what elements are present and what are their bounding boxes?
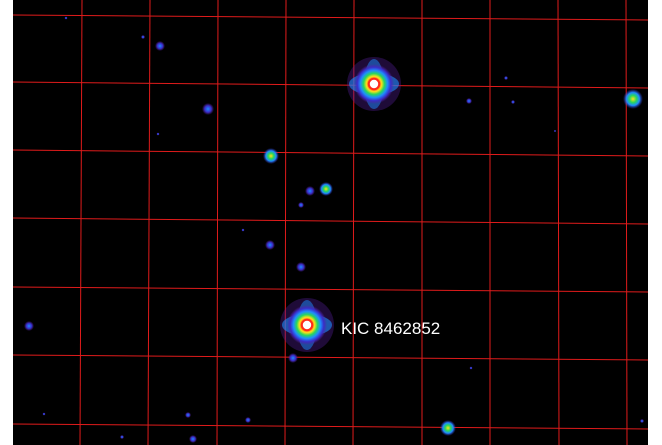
star — [640, 419, 644, 423]
grid-line-horizontal — [12, 423, 649, 430]
star — [511, 100, 515, 104]
star — [245, 417, 251, 423]
star — [440, 420, 456, 436]
grid-line-horizontal — [12, 354, 649, 361]
star — [504, 76, 508, 80]
sky-background — [13, 0, 648, 445]
grid-line-horizontal — [12, 149, 649, 157]
bright-star — [280, 298, 334, 352]
star — [553, 129, 557, 133]
grid-line-horizontal — [12, 14, 649, 21]
target-star-label: KIC 8462852 — [341, 319, 441, 338]
star — [469, 366, 473, 370]
grid-line-vertical — [557, 0, 560, 445]
star — [189, 435, 197, 443]
grid-line-horizontal — [12, 81, 649, 89]
grid-line-vertical — [147, 0, 151, 445]
star — [288, 353, 298, 363]
star-field — [24, 16, 644, 443]
star — [120, 435, 124, 439]
star — [305, 186, 315, 196]
star — [202, 103, 214, 115]
grid-line-vertical — [352, 0, 355, 445]
star — [263, 148, 279, 164]
bright-star — [347, 57, 401, 111]
grid-line-vertical — [625, 0, 628, 445]
star — [241, 228, 245, 232]
star — [155, 41, 165, 51]
grid-line-vertical — [284, 0, 287, 445]
star — [141, 35, 145, 39]
coordinate-grid — [12, 0, 649, 445]
star — [185, 412, 191, 418]
star — [623, 89, 643, 109]
star — [24, 321, 34, 331]
star — [296, 262, 306, 272]
star — [319, 182, 333, 196]
star — [265, 240, 275, 250]
grid-line-horizontal — [12, 217, 649, 225]
star — [42, 412, 46, 416]
star — [298, 202, 304, 208]
star — [156, 132, 160, 136]
grid-line-vertical — [79, 0, 83, 445]
grid-line-vertical — [216, 0, 219, 445]
grid-line-horizontal — [12, 286, 649, 293]
star — [466, 98, 472, 104]
star — [64, 16, 68, 20]
